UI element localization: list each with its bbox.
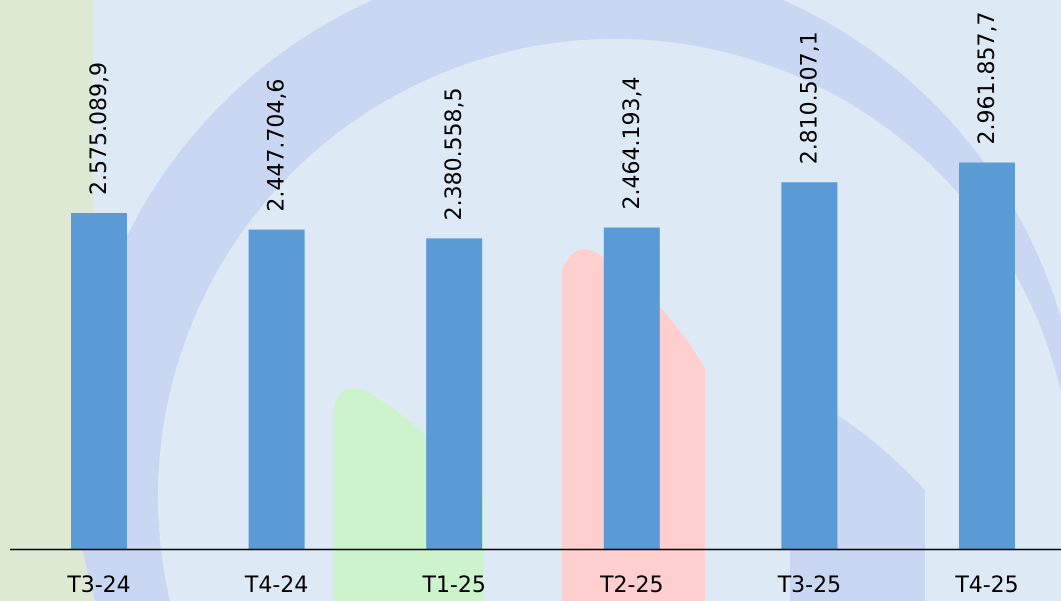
- value-label-t1-25: 2.380.558,5: [442, 87, 467, 220]
- value-label-t2-25: 2.464.193,4: [620, 77, 645, 210]
- category-labels-group: T3-24 T4-24 T1-25 T2-25 T3-25 T4-25: [66, 573, 1018, 598]
- category-label-t4-24: T4-24: [244, 573, 308, 598]
- value-label-t3-25: 2.810.507,1: [797, 31, 822, 164]
- category-label-t3-25: T3-25: [777, 573, 841, 598]
- category-label-t4-25: T4-25: [954, 573, 1018, 598]
- category-label-t2-25: T2-25: [599, 573, 663, 598]
- bar-t3-25: [781, 182, 838, 550]
- category-label-t1-25: T1-25: [422, 573, 486, 598]
- bar-t3-24: [71, 213, 127, 549]
- value-label-t4-24: 2.447.704,6: [265, 79, 290, 212]
- bar-t2-25: [603, 227, 660, 549]
- value-label-t4-25: 2.961.857,7: [975, 12, 1000, 145]
- value-labels-group: 2.575.089,9 2.447.704,6 2.380.558,5 2.464.1…: [87, 12, 1000, 221]
- bars-group: [71, 162, 1015, 550]
- bar-t4-25: [959, 162, 1015, 549]
- bar-t1-25: [426, 238, 483, 549]
- category-label-t3-24: T3-24: [66, 573, 130, 598]
- value-label-t3-24: 2.575.089,9: [87, 62, 112, 195]
- bar-t4-24: [248, 229, 305, 549]
